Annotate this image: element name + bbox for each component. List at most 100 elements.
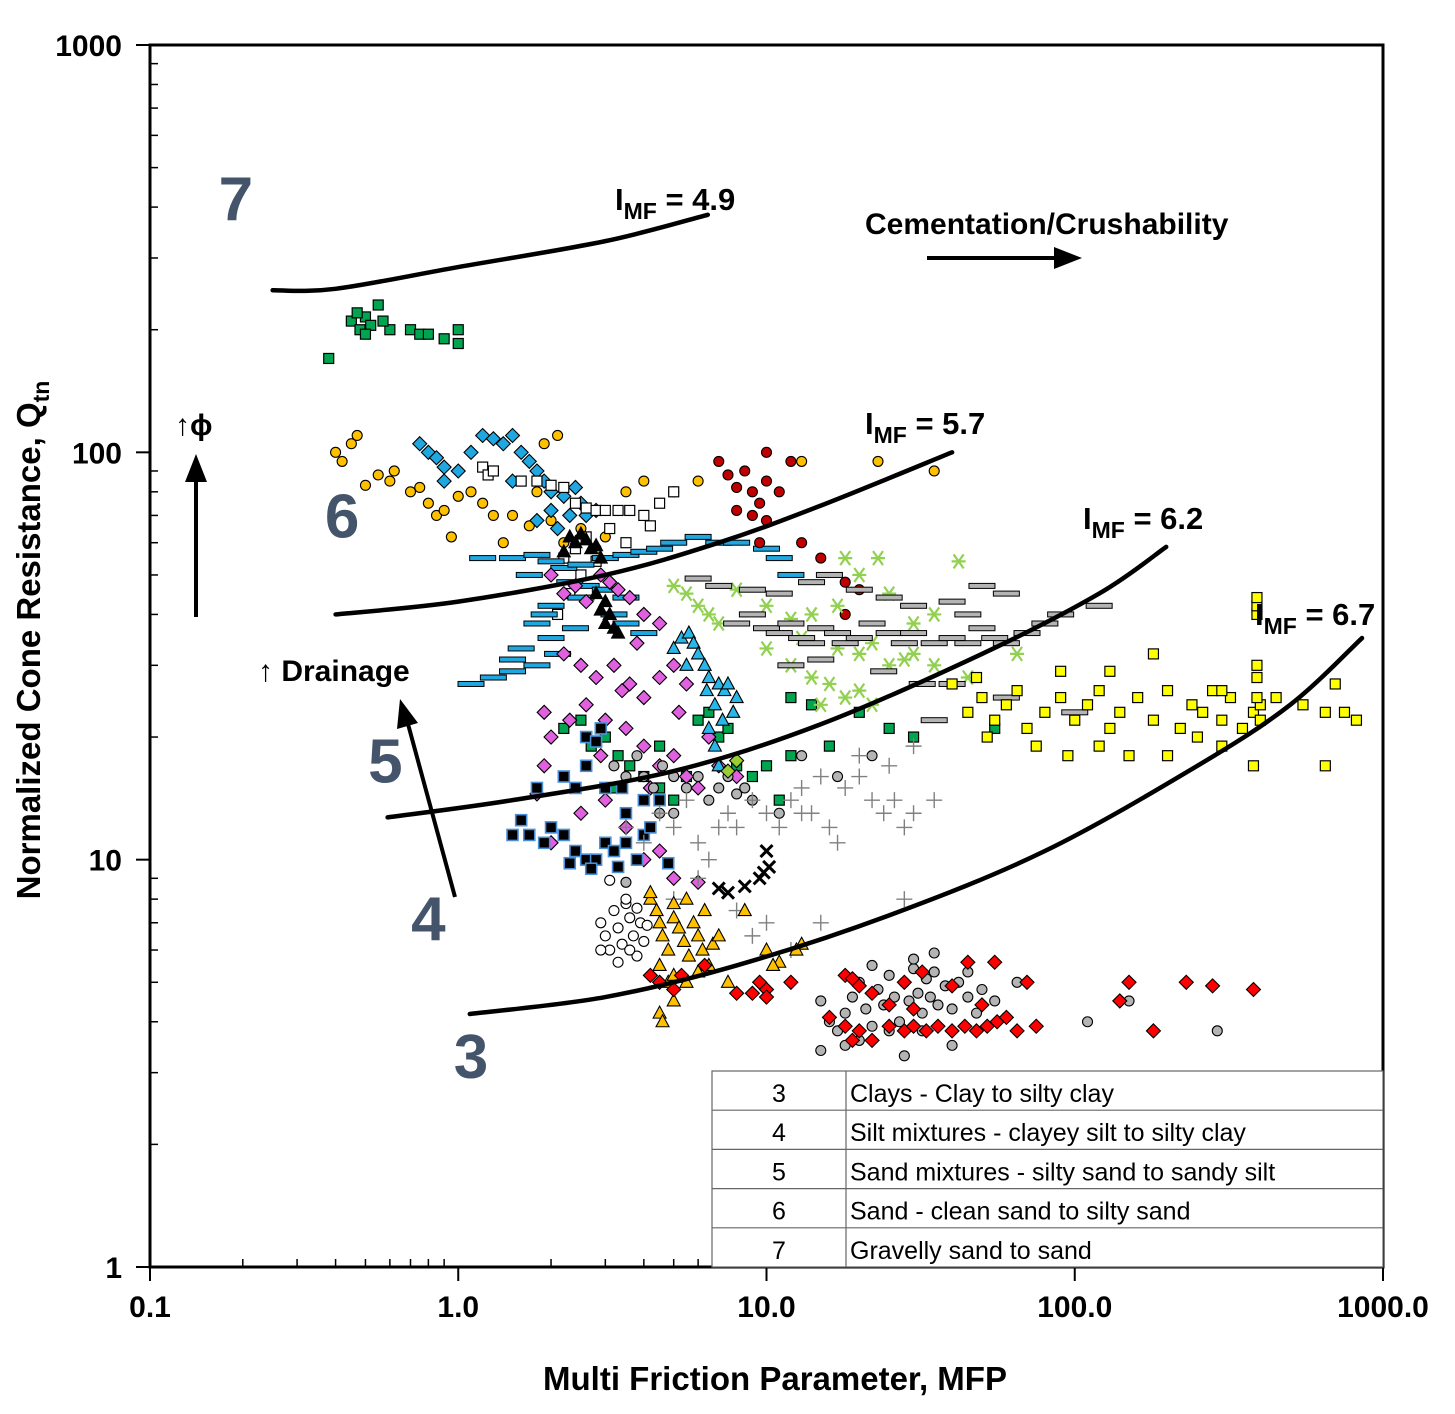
data-point [465, 486, 477, 498]
data-point [573, 657, 589, 674]
data-point [531, 486, 543, 498]
data-point [593, 747, 609, 764]
data-point [711, 675, 727, 690]
data-point [1069, 714, 1081, 726]
data-point [962, 991, 974, 1003]
data-point [893, 1016, 906, 1028]
legend-row: 4 Silt mixtures - clayey silt to silty cl… [772, 1119, 1246, 1147]
data-point [536, 704, 552, 721]
data-point [986, 954, 1003, 971]
data-point [1147, 714, 1160, 726]
legend-row: 3 Clays - Clay to silty clay [772, 1080, 1114, 1108]
data-point [597, 792, 614, 808]
data-point [1104, 722, 1116, 735]
data-point [515, 571, 543, 578]
data-point [612, 620, 640, 627]
data-point [1093, 685, 1105, 697]
data-point [666, 640, 682, 655]
data-point [686, 635, 702, 649]
cementation-annotation: Cementation/Crushability [865, 208, 1229, 269]
data-point [642, 967, 659, 984]
data-point [890, 640, 918, 647]
data-point [798, 640, 826, 647]
data-point [785, 691, 797, 704]
data-point [558, 722, 570, 735]
data-point [744, 792, 761, 809]
data-point [1123, 750, 1135, 762]
data-point [785, 455, 797, 467]
data-point [690, 927, 706, 942]
legend-background [711, 1070, 1384, 1268]
data-point [700, 851, 717, 868]
data-point [1093, 740, 1105, 752]
data-point [543, 567, 559, 583]
data-point [830, 598, 845, 614]
series-triangle [556, 525, 626, 639]
data-point [858, 620, 886, 627]
data-point [1329, 678, 1341, 690]
imf-curve [467, 635, 1365, 1017]
data-point [590, 504, 602, 517]
drainage-annotation: ↑ Drainage [258, 655, 457, 898]
data-point [896, 974, 913, 991]
data-point [783, 974, 799, 991]
data-point [457, 680, 485, 687]
series-diamond [411, 427, 604, 537]
data-point [1224, 691, 1237, 704]
data-point [569, 497, 582, 509]
data-point [1000, 699, 1012, 711]
data-point [864, 1032, 880, 1049]
data-point [711, 881, 726, 896]
data-point [477, 497, 489, 509]
data-point [522, 828, 536, 842]
data-point [1104, 665, 1116, 677]
data-point [875, 594, 903, 601]
data-point [679, 657, 694, 671]
data-point [765, 555, 793, 562]
data-point [627, 930, 639, 942]
data-point [968, 625, 996, 632]
data-point [815, 571, 843, 578]
data-point [831, 640, 859, 647]
data-point [758, 989, 775, 1005]
data-point [610, 624, 626, 639]
data-point [644, 821, 657, 834]
data-point [612, 551, 640, 558]
data-point [537, 558, 565, 565]
series-circle [608, 750, 1223, 1062]
axis-ticks: 1 10 100 1000 0.1 1.0 10.0 100.0 1000.0 [55, 30, 1429, 1324]
data-point [651, 805, 668, 822]
data-point [584, 862, 598, 876]
data-point [989, 995, 1001, 1007]
data-point [351, 307, 363, 319]
zone-labels: 7 6 5 43 [219, 165, 489, 1091]
data-point [870, 668, 898, 675]
data-point [719, 805, 736, 822]
legend-row: 7 Gravelly sand to sand [772, 1237, 1092, 1265]
data-point [655, 927, 670, 942]
data-point [678, 676, 695, 692]
data-point [513, 444, 529, 461]
data-point [731, 788, 743, 800]
data-point [845, 586, 873, 593]
data-point [900, 630, 928, 637]
data-point [1319, 706, 1331, 718]
data-point [723, 620, 751, 627]
data-point [1145, 1023, 1162, 1039]
data-point [976, 983, 988, 996]
zone-label: 5 [368, 728, 402, 797]
data-point [665, 657, 682, 674]
data-point [556, 543, 572, 558]
data-point [928, 966, 940, 978]
data-point [1132, 691, 1144, 704]
data-point [888, 991, 900, 1003]
data-point [815, 995, 827, 1007]
data-point [883, 969, 895, 981]
data-point [569, 844, 582, 858]
data-point [793, 805, 810, 822]
y-tick-label: 100 [72, 437, 122, 470]
data-point [567, 561, 595, 568]
data-point [796, 750, 808, 762]
data-point [970, 1007, 983, 1019]
data-point [821, 1009, 838, 1026]
